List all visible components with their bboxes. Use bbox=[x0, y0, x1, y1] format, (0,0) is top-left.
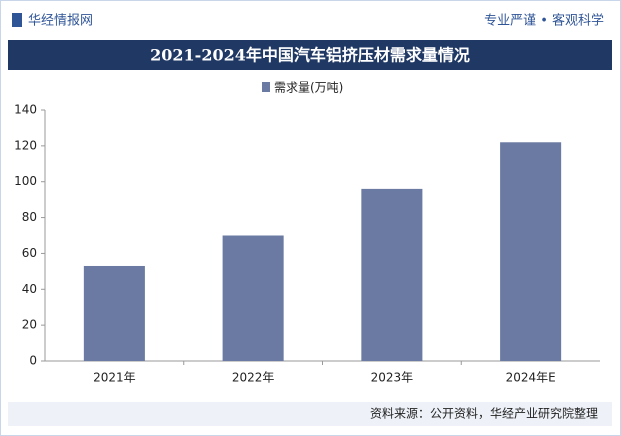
y-tick-label: 80 bbox=[22, 210, 37, 224]
legend-swatch bbox=[262, 82, 270, 92]
y-tick-label: 0 bbox=[29, 354, 37, 368]
bar bbox=[361, 188, 423, 361]
x-tick-label: 2022年 bbox=[232, 371, 275, 385]
y-tick-label: 20 bbox=[22, 318, 37, 332]
brand: 华经情报网 bbox=[28, 14, 93, 29]
chart-title: 2021-2024年中国汽车铝挤压材需求量情况 bbox=[150, 46, 470, 65]
slogan: 专业严谨 • 客观科学 bbox=[484, 13, 604, 29]
bar bbox=[83, 265, 145, 361]
y-tick-label: 140 bbox=[14, 103, 37, 117]
legend-label: 需求量(万吨) bbox=[274, 81, 343, 95]
y-tick-label: 100 bbox=[14, 174, 37, 188]
x-tick-label: 2021年 bbox=[93, 371, 136, 385]
bar bbox=[500, 142, 562, 361]
x-tick-label: 2024年E bbox=[506, 371, 556, 385]
x-tick-label: 2023年 bbox=[371, 371, 414, 385]
source: 资料来源：公开资料，华经产业研究院整理 bbox=[370, 406, 598, 421]
y-tick-label: 40 bbox=[22, 282, 37, 296]
y-tick-label: 120 bbox=[14, 138, 37, 152]
footer-bar bbox=[8, 402, 612, 426]
bar bbox=[222, 235, 284, 361]
logo bbox=[12, 13, 22, 27]
title-bar bbox=[8, 40, 612, 70]
y-tick-label: 60 bbox=[22, 246, 37, 260]
